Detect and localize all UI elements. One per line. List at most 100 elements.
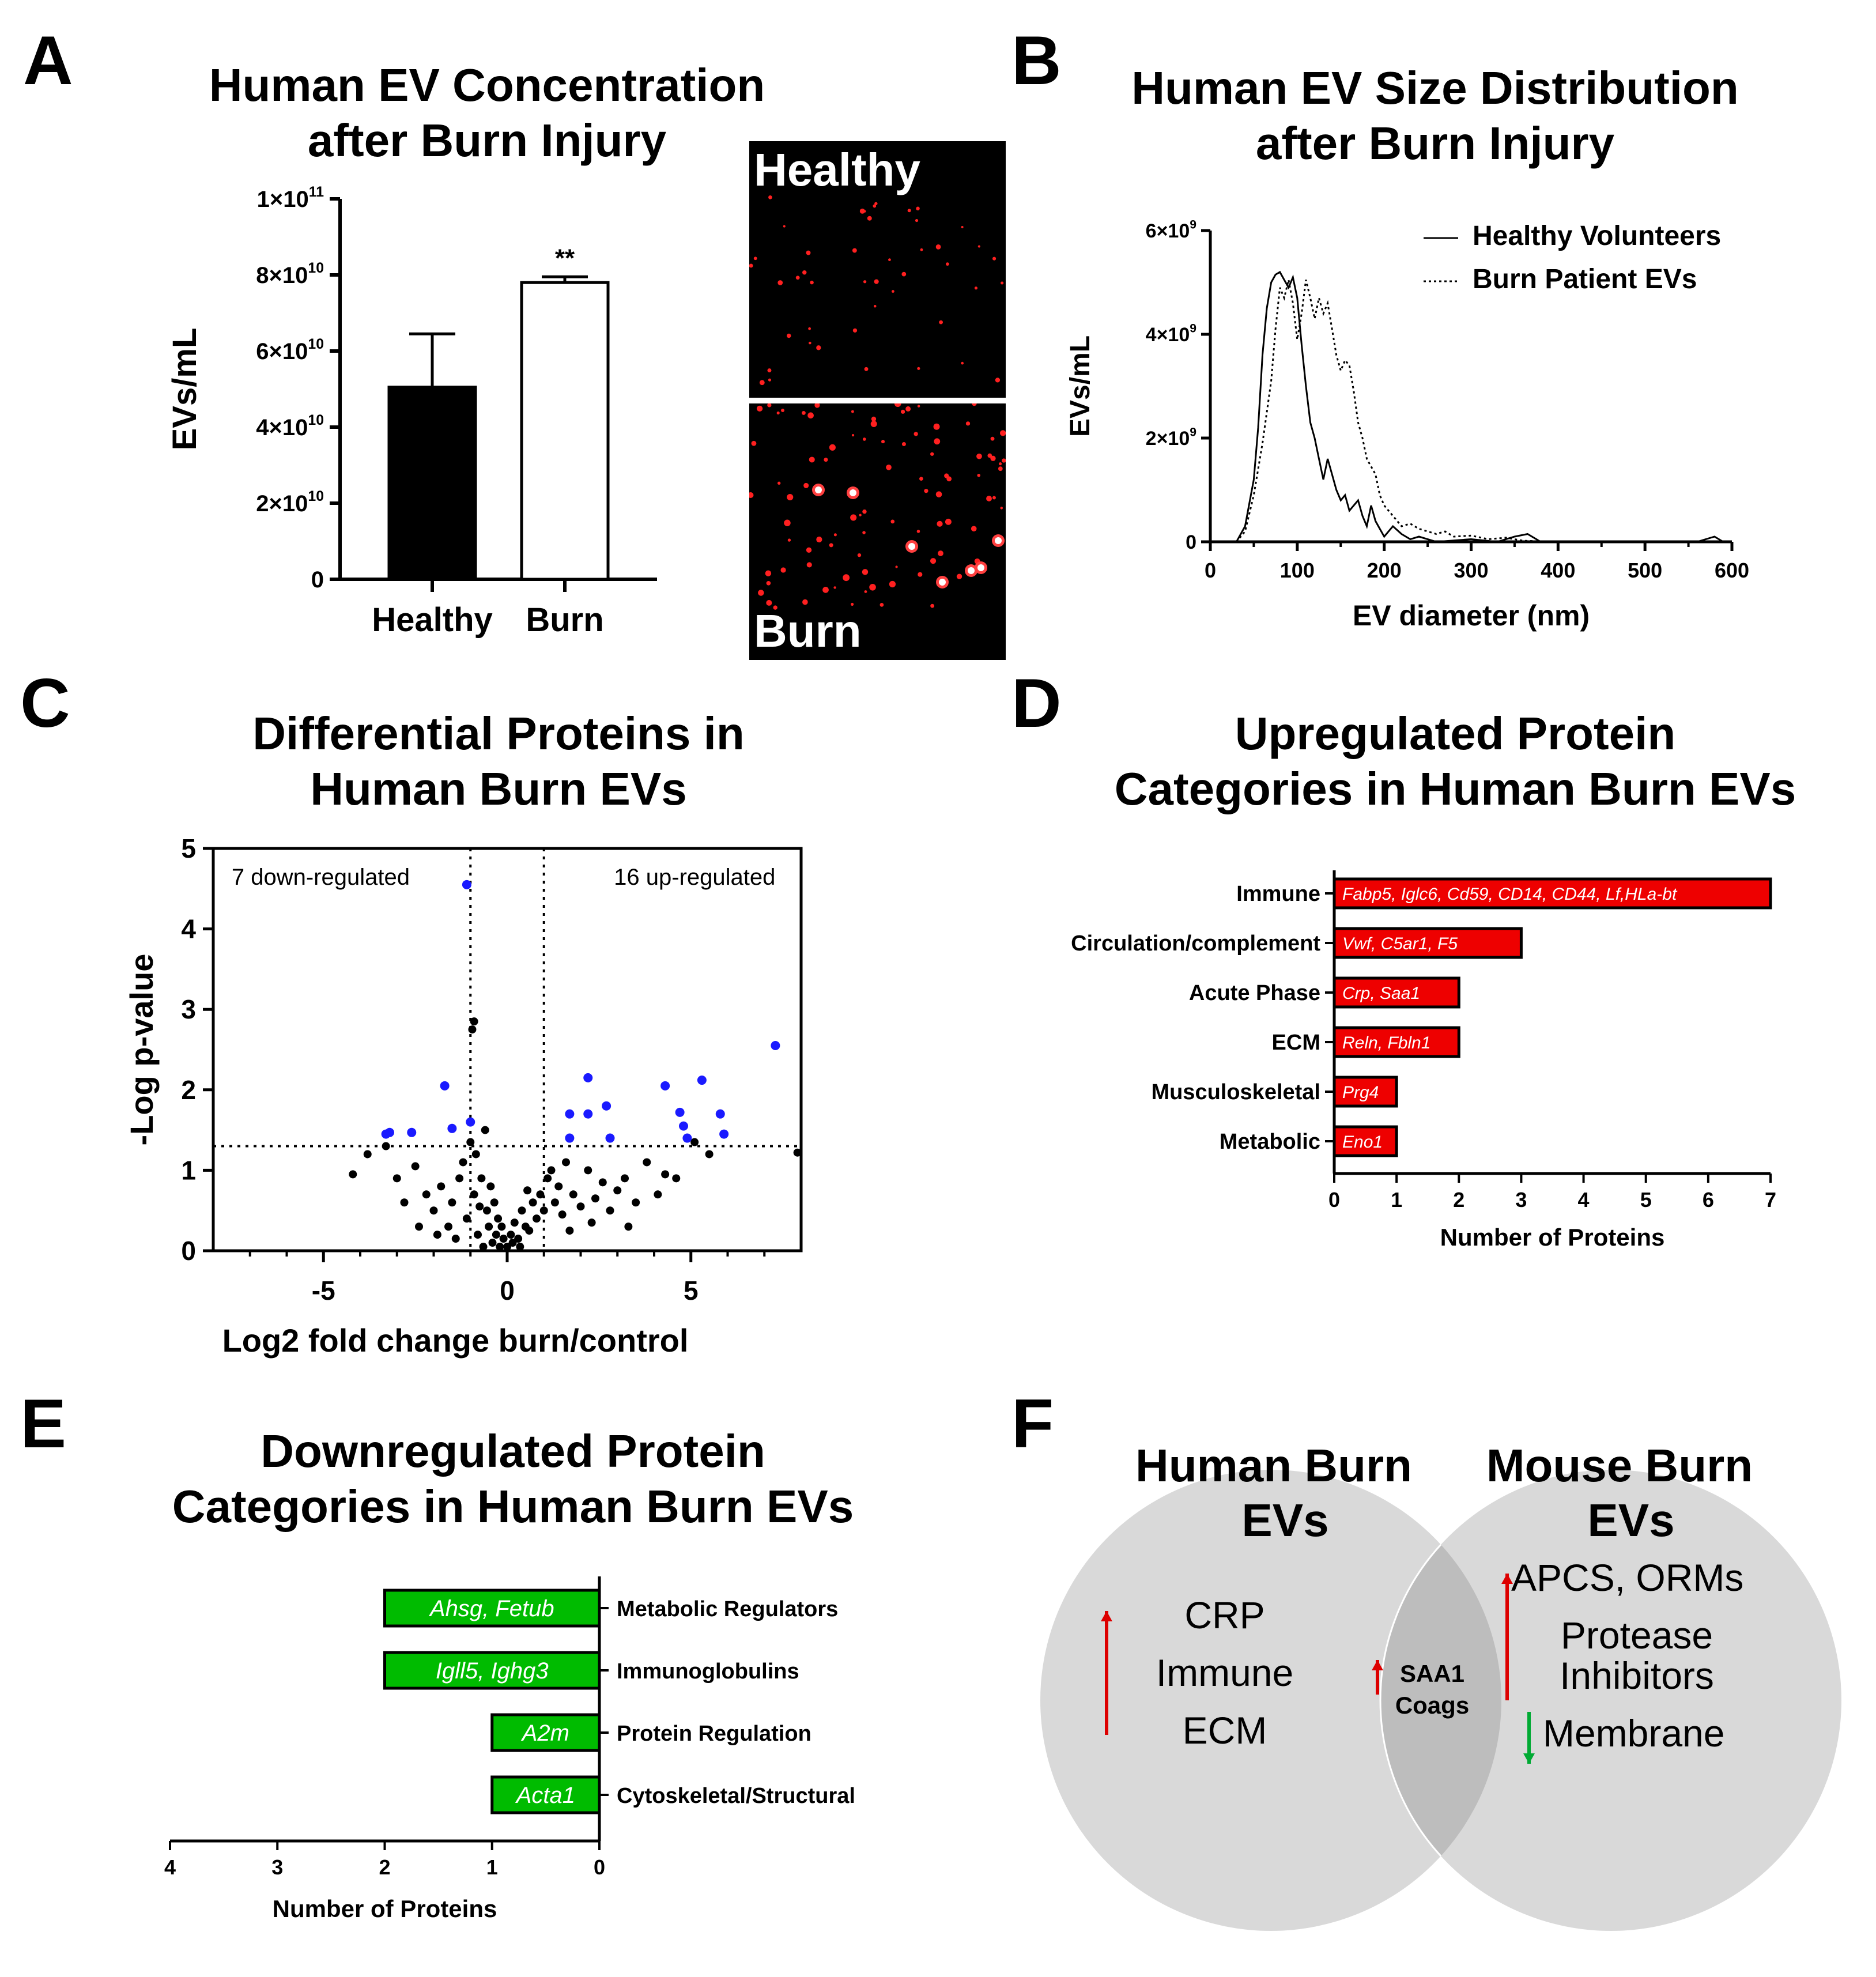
series-burn-line [1210, 280, 1732, 543]
significant-point [466, 1117, 475, 1127]
particle [915, 219, 919, 222]
micrograph-burn: Burn [749, 403, 1006, 660]
bar [1333, 1076, 1398, 1108]
x-tick-label: 3 [271, 1855, 283, 1879]
particle [933, 423, 940, 430]
micrograph-burn-label: Burn [754, 605, 862, 657]
point [485, 1223, 493, 1231]
y-tick-label: 1 [181, 1155, 196, 1185]
particle [766, 599, 772, 606]
significant-point [660, 1081, 670, 1091]
particle [971, 526, 977, 532]
particle [939, 320, 943, 325]
point [516, 1243, 524, 1251]
particle [851, 602, 854, 606]
particle [995, 378, 1001, 383]
panel-e-title: Downregulated Protein Categories in Huma… [133, 1424, 893, 1534]
particle-core [815, 486, 822, 493]
particle [987, 453, 992, 458]
point [448, 1198, 456, 1207]
point [466, 1138, 475, 1146]
particle [901, 442, 906, 447]
particle [801, 411, 806, 415]
bar [1333, 877, 1772, 910]
particle [916, 206, 920, 211]
significant-point [565, 1133, 575, 1143]
point [459, 1158, 467, 1167]
particle [992, 256, 996, 261]
category-label: Cytoskeletal/Structural [617, 1784, 855, 1808]
up-arrow-shared-head [1372, 1660, 1383, 1670]
bar-gene-label: A2m [521, 1721, 569, 1746]
significant-point [605, 1133, 615, 1143]
point [654, 1190, 662, 1199]
particle [917, 405, 920, 408]
point [400, 1198, 409, 1207]
point [444, 1223, 452, 1231]
panel-a-title: Human EV Concentration after Burn Injury [161, 58, 813, 168]
panel-c-title: Differential Proteins in Human Burn EVs [190, 706, 807, 817]
particle [930, 452, 934, 456]
significant-point [715, 1109, 725, 1119]
point [497, 1223, 506, 1231]
particle [1002, 458, 1006, 463]
significance-label: ** [555, 244, 575, 272]
point [437, 1182, 446, 1191]
particle-core [939, 579, 946, 586]
x-tick-label: 4 [1578, 1188, 1590, 1212]
bar [383, 1589, 601, 1628]
particle [886, 464, 892, 470]
plot-frame [212, 847, 803, 1252]
particle [862, 569, 869, 575]
venn-title-human-line1: Human Burn [1135, 1440, 1412, 1491]
bar-healthy [387, 386, 477, 581]
particle-core [977, 564, 984, 571]
x-tick-label: Burn [526, 601, 603, 639]
point [643, 1158, 651, 1167]
significant-point [679, 1121, 688, 1131]
point [587, 1218, 596, 1227]
x-tick-label: 1 [1391, 1188, 1402, 1212]
bar-chart-upregulated: Immune Fabp5, Iglc6, Cd59, CD14, CD44, Lf… [1071, 870, 1776, 1251]
particle [873, 304, 877, 308]
x-tick-label: 0 [1205, 559, 1216, 582]
point [584, 1166, 592, 1175]
y-tick-label: 4 [181, 914, 196, 944]
particle [977, 245, 980, 248]
point [523, 1186, 532, 1195]
point [482, 1206, 491, 1215]
x-tick-label: 600 [1715, 559, 1749, 582]
point [382, 1142, 390, 1150]
panel-b-title: Human EV Size Distribution after Burn In… [1078, 61, 1792, 171]
point [477, 1174, 486, 1183]
particle [935, 244, 941, 250]
down-arrow-mouse-head [1523, 1753, 1535, 1764]
y-tick-label: 6×1010 [256, 337, 324, 364]
significant-point [385, 1127, 394, 1137]
category-label: Metabolic [1220, 1130, 1320, 1154]
y-tick-label: 5 [181, 833, 196, 863]
particle [864, 367, 869, 371]
legend-label: Healthy Volunteers [1473, 221, 1721, 251]
point [429, 1206, 438, 1215]
particle [768, 378, 772, 382]
bar-burn [520, 281, 610, 581]
point [591, 1194, 599, 1203]
point [481, 1126, 489, 1134]
point [479, 1243, 488, 1251]
point [455, 1174, 464, 1183]
up-arrow-human-head [1101, 1611, 1112, 1621]
particle [765, 570, 772, 576]
venn-mouse-up-item: Protease [1561, 1614, 1713, 1657]
panel-a-title-line1: Human EV Concentration [209, 59, 765, 111]
particle [990, 436, 995, 441]
point [558, 1210, 567, 1219]
x-tick-label: 0 [1328, 1188, 1340, 1212]
particle [777, 481, 781, 485]
bar [1333, 976, 1460, 1009]
particle [870, 421, 877, 428]
point [672, 1174, 681, 1183]
particle [992, 496, 996, 500]
point [569, 1190, 577, 1199]
point [598, 1178, 607, 1187]
